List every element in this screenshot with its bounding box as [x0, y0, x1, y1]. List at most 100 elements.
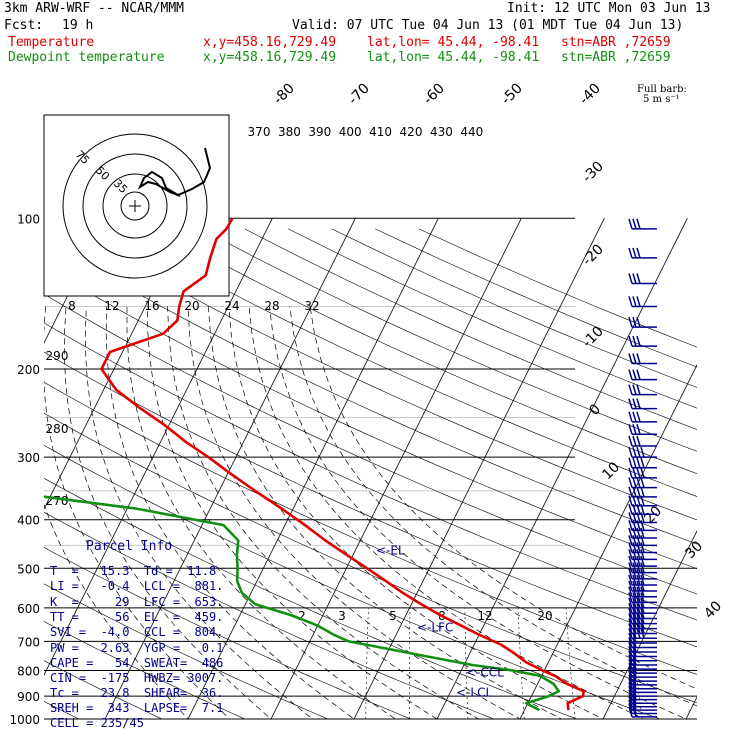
wind-barb — [628, 467, 657, 479]
wind-barb-flag — [636, 477, 641, 488]
mixing-ratio-line — [517, 607, 525, 719]
isotherm-label: 40 — [701, 598, 725, 622]
wind-barb-flag — [636, 623, 641, 634]
wind-barb-flag — [628, 574, 633, 586]
wind-barb-flag — [628, 398, 633, 409]
wind-barb — [628, 613, 657, 625]
wind-barb-flag — [636, 608, 641, 619]
wind-barb-flag — [632, 662, 637, 674]
wind-barb — [628, 706, 657, 718]
wind-barb-flag — [636, 504, 641, 515]
wind-barb-flag — [628, 608, 633, 619]
wind-barb — [628, 555, 657, 567]
mixing-ratio-label: 3 — [338, 609, 346, 623]
wind-barb-flag — [636, 568, 641, 580]
wind-barb-flag — [632, 218, 637, 230]
wind-barb-flag — [632, 398, 637, 409]
parcel-info-row: PW = 2.63 YGP = 0.1 — [50, 641, 224, 655]
wind-barb-flag — [640, 527, 645, 539]
wind-barb-flag — [632, 542, 637, 553]
isotherm-line — [44, 218, 273, 676]
wind-barb — [628, 574, 657, 586]
wind-barb-flag — [636, 446, 641, 458]
wind-barb — [628, 398, 657, 410]
wind-barb-flag — [636, 398, 641, 409]
theta-label: 400 — [339, 125, 362, 139]
wind-barb-flag — [628, 613, 633, 624]
wind-barb-flag — [640, 446, 645, 458]
parcel-info-row: CAPE = 54 SWEAT= 486 — [50, 656, 224, 670]
wind-barb-flag — [632, 486, 637, 498]
dew-legend-xy: x,y=458.16,729.49 — [203, 50, 337, 65]
sounding-lines — [44, 217, 585, 712]
isotherm-line — [602, 530, 697, 719]
wind-barb — [628, 568, 657, 580]
wind-barb-flag — [628, 678, 633, 689]
parcel-info-row: TT = 56 EL = 459. — [50, 610, 224, 624]
dew-legend-name: Dewpoint temperature — [8, 50, 165, 65]
wind-barb-flag — [628, 597, 633, 609]
wind-barb-flag — [636, 555, 641, 567]
wind-barb-flag — [628, 699, 633, 711]
isotherm-label: -70 — [345, 80, 372, 107]
wind-barb-flag — [628, 296, 633, 307]
isotherm-label: -80 — [270, 80, 297, 107]
isotherm-line — [685, 696, 697, 719]
wind-barb-flag — [632, 632, 637, 644]
theta-label: 370 — [248, 125, 271, 139]
dry-adiabats — [44, 228, 697, 719]
wind-barb-flag — [628, 658, 633, 670]
wind-barb — [628, 384, 657, 396]
wind-barb-flag — [632, 457, 637, 469]
isotherm-label: 10 — [599, 459, 623, 483]
parcel-info-row: Tc = 23.8 SHEAR= 36. — [50, 686, 224, 700]
mixing-ratio-label: 5 — [389, 609, 397, 623]
wind-barb-flag — [636, 592, 641, 603]
wind-barb-flag — [636, 527, 641, 539]
barb-legend: Full barb: 5 m s⁻¹ — [637, 85, 687, 105]
wind-barb — [628, 424, 657, 436]
wind-barb-flag — [636, 411, 641, 423]
wind-barb-flag — [636, 574, 641, 586]
wind-barb-flag — [636, 435, 641, 447]
moist-adiabat — [207, 306, 563, 719]
wind-barb-flag — [628, 247, 633, 259]
wind-barb-flag — [636, 335, 641, 347]
moist-adiabat — [167, 306, 480, 719]
wind-barb — [628, 580, 657, 592]
wind-barb-flag — [628, 662, 633, 674]
isotherm-line — [104, 218, 356, 719]
wind-barb-flag — [632, 520, 637, 531]
wind-barb-flag — [632, 693, 637, 704]
wind-barb-flag — [632, 689, 637, 700]
wind-barb-flag — [636, 495, 641, 506]
wind-barb-flag — [632, 685, 637, 697]
wind-barb-flag — [628, 703, 633, 714]
isotherm-line — [187, 218, 439, 719]
wind-barb-flag — [632, 646, 637, 657]
isotherm-label: -60 — [420, 80, 447, 107]
wind-barb — [628, 654, 657, 666]
wind-barb-flag — [632, 562, 637, 573]
wind-barb-flag — [632, 658, 637, 670]
wind-barb-flag — [628, 555, 633, 567]
wind-barb-flag — [632, 608, 637, 619]
mixing-ratio-label: 20 — [184, 299, 199, 313]
wind-barb-flag — [628, 542, 633, 553]
wind-barb-flag — [632, 467, 637, 479]
wind-barb-flag — [636, 247, 641, 259]
isotherm-line — [270, 218, 522, 719]
wind-barb-flag — [636, 542, 641, 553]
wind-barb-flag — [628, 486, 633, 498]
wind-barb-flag — [640, 628, 645, 639]
wind-barb-flag — [640, 512, 645, 523]
parcel-info-row: CIN = -175 HWBZ= 3007. — [50, 671, 224, 685]
theta-label: 290 — [46, 349, 69, 363]
isotherm-line — [436, 218, 688, 719]
wind-barb-flag — [628, 646, 633, 657]
dry-adiabat — [44, 621, 246, 719]
wind-barb-flag — [628, 696, 633, 707]
temp-legend-name: Temperature — [8, 35, 95, 50]
wind-barb-flag — [640, 618, 645, 629]
isotherm-line — [44, 218, 190, 510]
